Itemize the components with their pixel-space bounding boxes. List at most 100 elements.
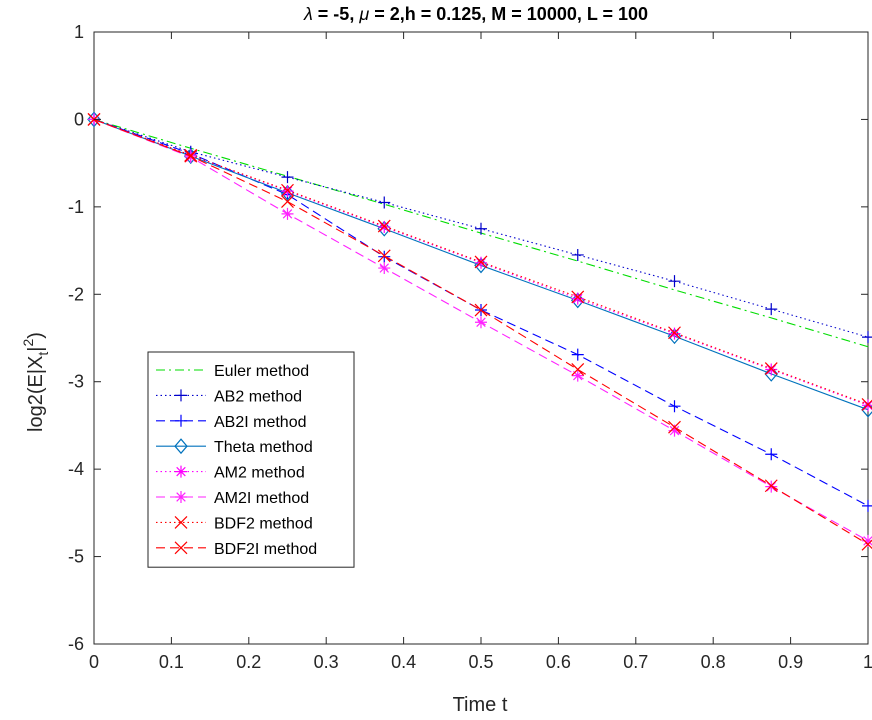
x-tick-label: 0.1 (159, 652, 184, 672)
data-point (862, 499, 872, 512)
data-point (474, 255, 488, 269)
data-point (87, 111, 101, 128)
legend-marker (175, 414, 187, 427)
legend-item: AM2 method (156, 465, 305, 482)
legend-item: AB2 method (156, 388, 302, 405)
data-point (765, 303, 778, 316)
legend-label: Euler method (214, 363, 309, 380)
data-point (184, 149, 198, 163)
y-tick-label: -1 (68, 197, 84, 217)
legend-item: Theta method (156, 438, 313, 456)
data-point (281, 185, 294, 198)
x-tick-label: 0 (89, 652, 99, 672)
series-line (93, 118, 869, 507)
series-ab2-method (88, 113, 872, 344)
data-point (571, 292, 584, 305)
data-point (281, 171, 294, 184)
data-point (377, 249, 391, 263)
data-point (378, 250, 391, 263)
y-tick-label: -6 (68, 634, 84, 654)
data-point (378, 220, 391, 233)
data-point (861, 537, 872, 551)
legend-item: AM2I method (156, 490, 309, 507)
series-layer (87, 111, 872, 551)
data-point (474, 303, 488, 317)
x-tick-label: 0.4 (391, 652, 416, 672)
y-tick-label: -5 (68, 547, 84, 567)
legend-marker (174, 541, 188, 555)
data-point (184, 148, 198, 162)
data-point (765, 480, 778, 493)
y-tick-label: -4 (68, 459, 84, 479)
series-line (93, 118, 869, 545)
chart-title: λ = -5, μ = 2,h = 0.125, M = 10000, L = … (303, 4, 648, 24)
data-point (668, 327, 681, 340)
data-point (571, 348, 584, 361)
legend-marker (174, 438, 188, 455)
legend-label: AB2I method (214, 414, 307, 431)
x-tick-label: 0.3 (314, 652, 339, 672)
legend: Euler method AB2 method AB2I method Theta m… (147, 351, 355, 568)
legend-item: BDF2 method (156, 515, 313, 532)
data-point (862, 399, 872, 412)
data-point (571, 369, 584, 382)
data-point (861, 401, 872, 418)
series-bdf2i-method (87, 113, 872, 551)
legend-label: BDF2 method (214, 515, 313, 532)
data-point (668, 424, 681, 437)
data-point (571, 363, 585, 376)
x-tick-label: 0.5 (468, 652, 493, 672)
data-point (765, 448, 778, 461)
data-point (862, 534, 872, 547)
data-point (764, 365, 779, 382)
legend-label: AM2I method (214, 490, 309, 507)
y-tick-label: 0 (74, 109, 84, 129)
data-point (668, 326, 681, 340)
data-point (281, 183, 294, 197)
data-point (861, 398, 872, 411)
legend-label: Theta method (214, 439, 313, 456)
legend-label: AB2 method (214, 388, 302, 405)
data-point (862, 331, 872, 344)
y-tick-label: -3 (68, 372, 84, 392)
data-point (378, 196, 391, 209)
x-tick-label: 0.8 (701, 652, 726, 672)
legend-marker (175, 389, 187, 402)
ticks-layer: 0 0.1 0.2 0.3 0.4 0.5 0.6 0.7 0.8 0.9 1 -6 -5 -4 -3 -2 -… (68, 22, 872, 672)
data-point (668, 420, 681, 434)
legend-label: BDF2I method (214, 541, 317, 558)
x-tick-label: 0.9 (778, 652, 803, 672)
y-tick-label: -2 (68, 284, 84, 304)
data-point (475, 256, 487, 269)
legend-label: AM2 method (214, 465, 305, 482)
legend-item: BDF2I method (156, 541, 317, 558)
x-tick-label: 0.6 (546, 652, 571, 672)
legend-marker (174, 515, 188, 529)
data-point (377, 219, 391, 233)
data-point (668, 275, 681, 288)
data-point (571, 290, 585, 304)
series-line (93, 118, 869, 338)
legend-item: Euler method (156, 363, 309, 380)
legend-marker (175, 465, 187, 478)
x-tick-label: 1 (863, 652, 872, 672)
y-axis-label: log2(E|Xt|2) (20, 332, 51, 432)
x-tick-label: 0.2 (236, 652, 261, 672)
data-point (764, 479, 778, 493)
legend-box (147, 351, 355, 568)
y-tick-label: 1 (74, 22, 84, 42)
data-point (764, 362, 778, 376)
data-point (475, 222, 487, 235)
data-point (184, 151, 197, 164)
x-axis-label: Time t (453, 694, 508, 716)
data-point (765, 363, 778, 376)
data-point (281, 207, 294, 220)
x-tick-label: 0.7 (623, 652, 648, 672)
data-point (378, 262, 391, 275)
legend-marker (175, 491, 187, 503)
data-point (668, 400, 681, 413)
data-point (571, 248, 584, 261)
legend-item: AB2I method (156, 414, 307, 431)
data-point (475, 316, 487, 329)
